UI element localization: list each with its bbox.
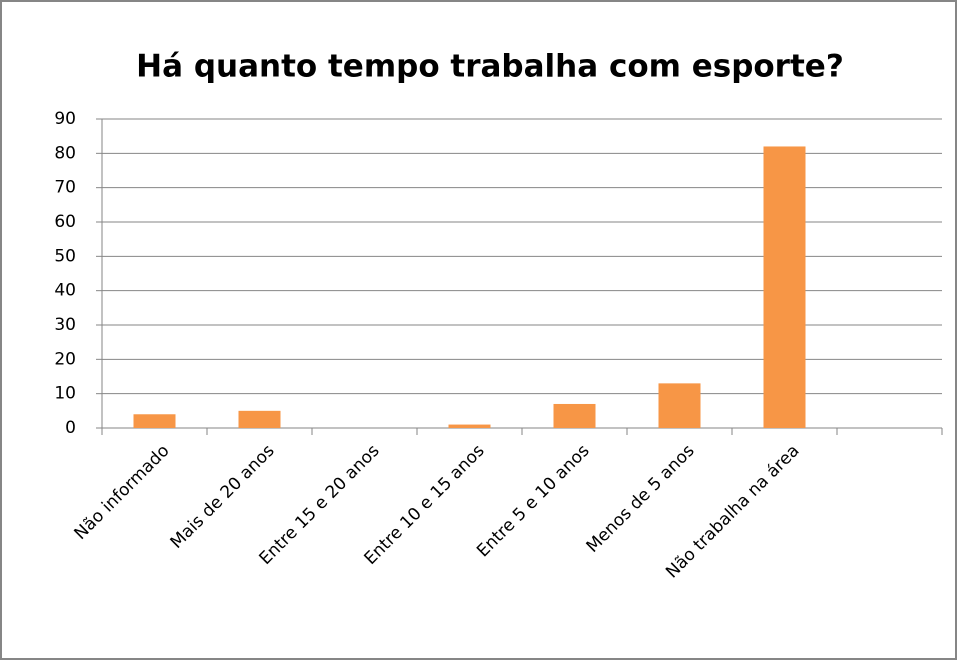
bar xyxy=(133,414,176,428)
bar xyxy=(658,383,701,428)
y-tick-label: 30 xyxy=(54,315,76,335)
bar xyxy=(553,403,596,428)
y-tick-label: 80 xyxy=(54,143,76,163)
y-tick-label: 0 xyxy=(65,418,76,438)
y-tick-label: 10 xyxy=(54,384,76,404)
y-tick-label: 40 xyxy=(54,281,76,301)
y-tick-label: 70 xyxy=(54,178,76,198)
y-tick-label: 20 xyxy=(54,349,76,369)
bar xyxy=(763,146,806,428)
y-tick-label: 50 xyxy=(54,246,76,266)
chart-title: Há quanto tempo trabalha com esporte? xyxy=(136,49,844,85)
bar xyxy=(238,410,281,428)
y-tick-label: 90 xyxy=(54,109,76,129)
y-tick-label: 60 xyxy=(54,212,76,232)
bar xyxy=(448,424,491,428)
